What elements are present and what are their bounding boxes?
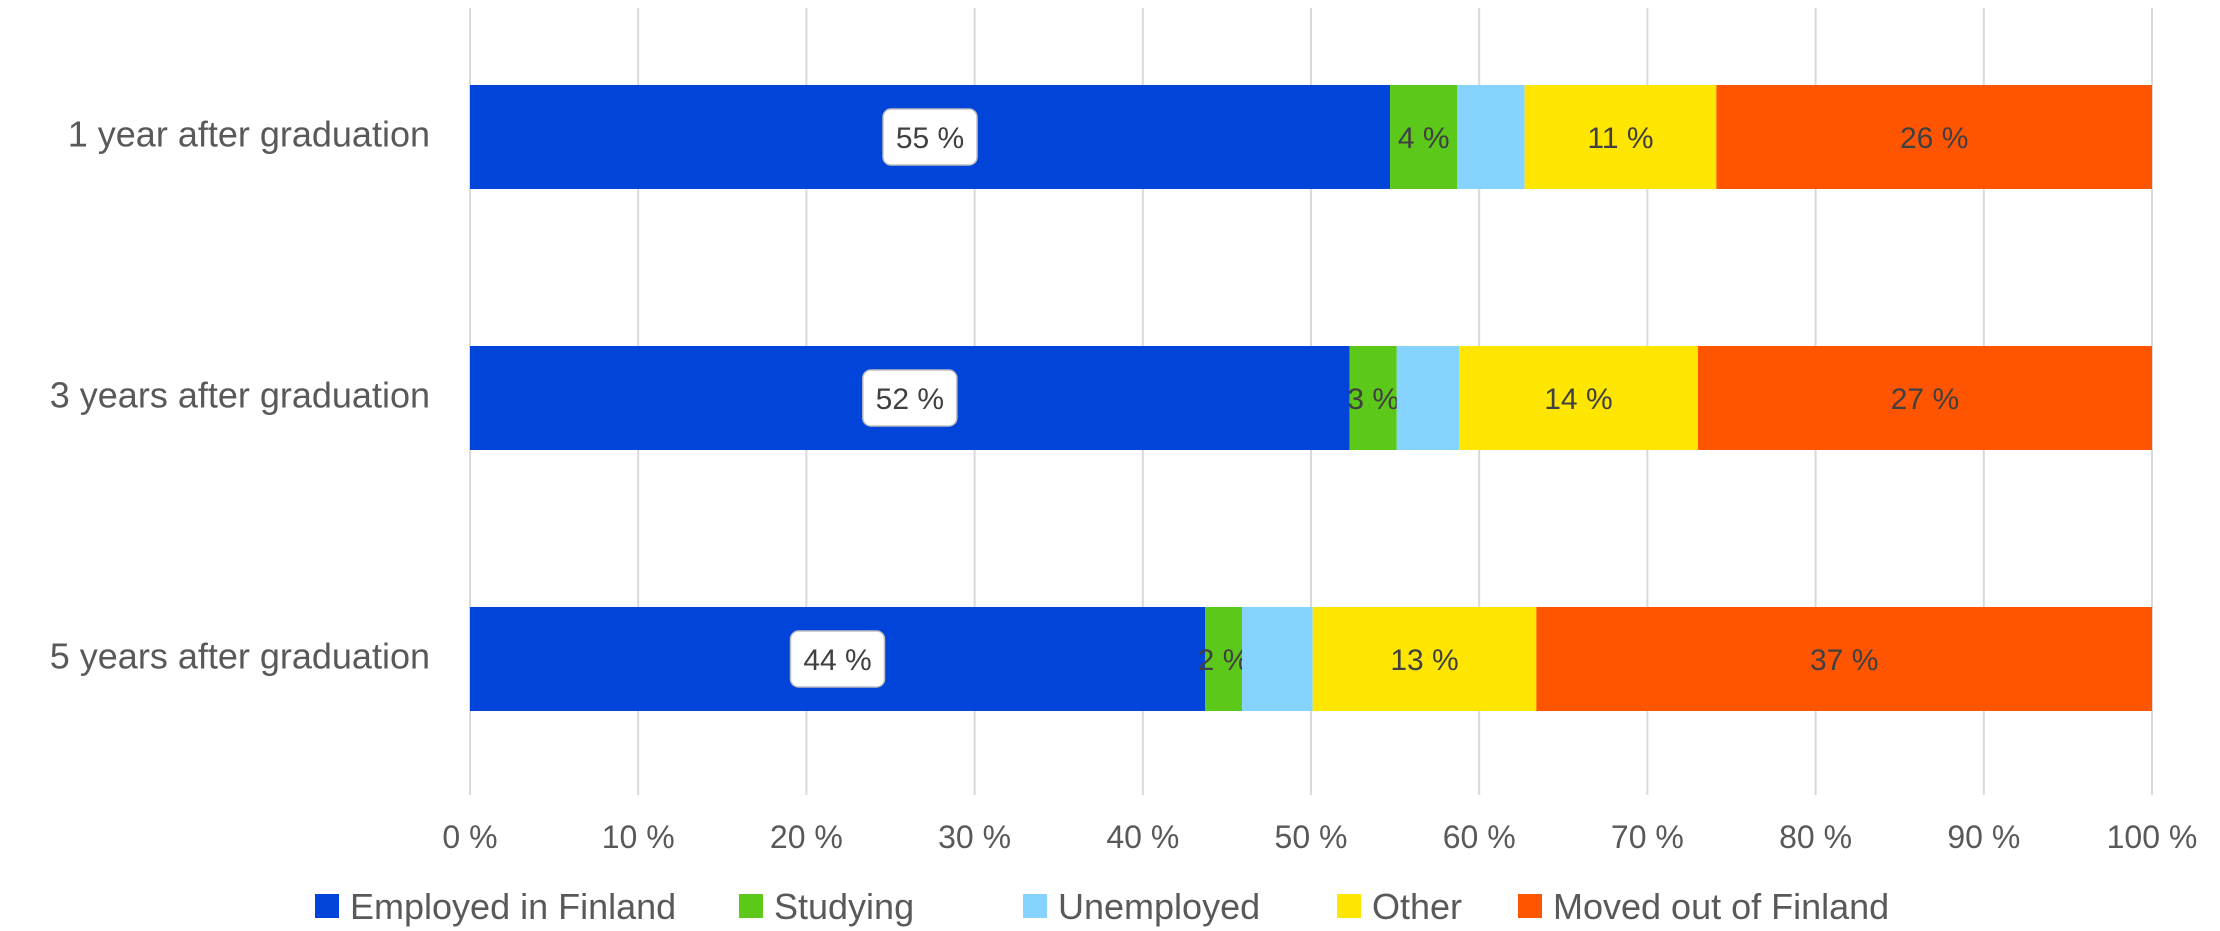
bar-segment xyxy=(1349,346,1397,450)
x-axis-ticks: 0 % 10 % 20 % 30 % 40 % 50 % 60 % 70 % 80 % 90 % 1… xyxy=(442,819,2197,855)
x-tick-label: 80 % xyxy=(1779,819,1852,855)
bar-segment xyxy=(1697,346,2152,450)
legend-label: Other xyxy=(1372,886,1462,927)
data-label: 52 % xyxy=(876,383,944,416)
legend-swatch xyxy=(1337,894,1361,918)
legend-swatch xyxy=(739,894,763,918)
data-label: 26 % xyxy=(1900,122,1968,155)
legend-swatch xyxy=(1518,894,1542,918)
legend-label: Employed in Finland xyxy=(350,886,676,927)
data-label: 55 % xyxy=(896,122,964,155)
legend: Employed in Finland Studying Unemployed Oth… xyxy=(315,886,1889,927)
data-label: 14 % xyxy=(1544,383,1612,416)
legend-swatch xyxy=(1023,894,1047,918)
data-label: 27 % xyxy=(1891,383,1959,416)
x-tick-label: 100 % xyxy=(2107,819,2198,855)
x-tick-label: 70 % xyxy=(1611,819,1684,855)
x-tick-label: 60 % xyxy=(1443,819,1516,855)
legend-swatch xyxy=(315,894,339,918)
x-tick-label: 10 % xyxy=(602,819,675,855)
legend-label: Moved out of Finland xyxy=(1553,886,1889,927)
bar-segment xyxy=(1205,607,1243,711)
x-tick-label: 0 % xyxy=(442,819,497,855)
data-label-box xyxy=(862,369,958,427)
legend-label: Studying xyxy=(774,886,914,927)
category-label: 1 year after graduation xyxy=(68,114,430,155)
x-tick-label: 20 % xyxy=(770,819,843,855)
category-labels: 1 year after graduation 3 years after gra… xyxy=(50,114,430,677)
x-tick-label: 50 % xyxy=(1275,819,1348,855)
category-label: 3 years after graduation xyxy=(50,375,430,416)
data-label: 2 % xyxy=(1198,644,1250,677)
data-label: 44 % xyxy=(803,644,871,677)
bar-segment xyxy=(1312,607,1537,711)
data-label-box xyxy=(789,630,886,688)
data-label: 4 % xyxy=(1398,122,1450,155)
bar-segment xyxy=(1390,85,1458,189)
x-tick-label: 40 % xyxy=(1106,819,1179,855)
data-label: 37 % xyxy=(1810,644,1878,677)
bar-segment xyxy=(1459,346,1698,450)
category-label: 5 years after graduation xyxy=(50,636,430,677)
bar-segment xyxy=(1716,85,2152,189)
data-label: 11 % xyxy=(1587,122,1653,155)
data-label: 13 % xyxy=(1390,644,1458,677)
legend-label: Unemployed xyxy=(1058,886,1260,927)
bar-series: 55 % 4 % 11 % 26 % 52 % 3 % 14 % 27 % 44 % 2 % 13 … xyxy=(470,85,2152,711)
bar-segment xyxy=(1457,85,1525,189)
data-label: 3 % xyxy=(1347,383,1399,416)
bar-segment xyxy=(1242,607,1313,711)
x-tick-label: 90 % xyxy=(1947,819,2020,855)
x-tick-label: 30 % xyxy=(938,819,1011,855)
bar-segment xyxy=(1396,346,1460,450)
data-label-box xyxy=(882,108,978,166)
bar-segment xyxy=(1536,607,2152,711)
bar-segment xyxy=(1524,85,1717,189)
